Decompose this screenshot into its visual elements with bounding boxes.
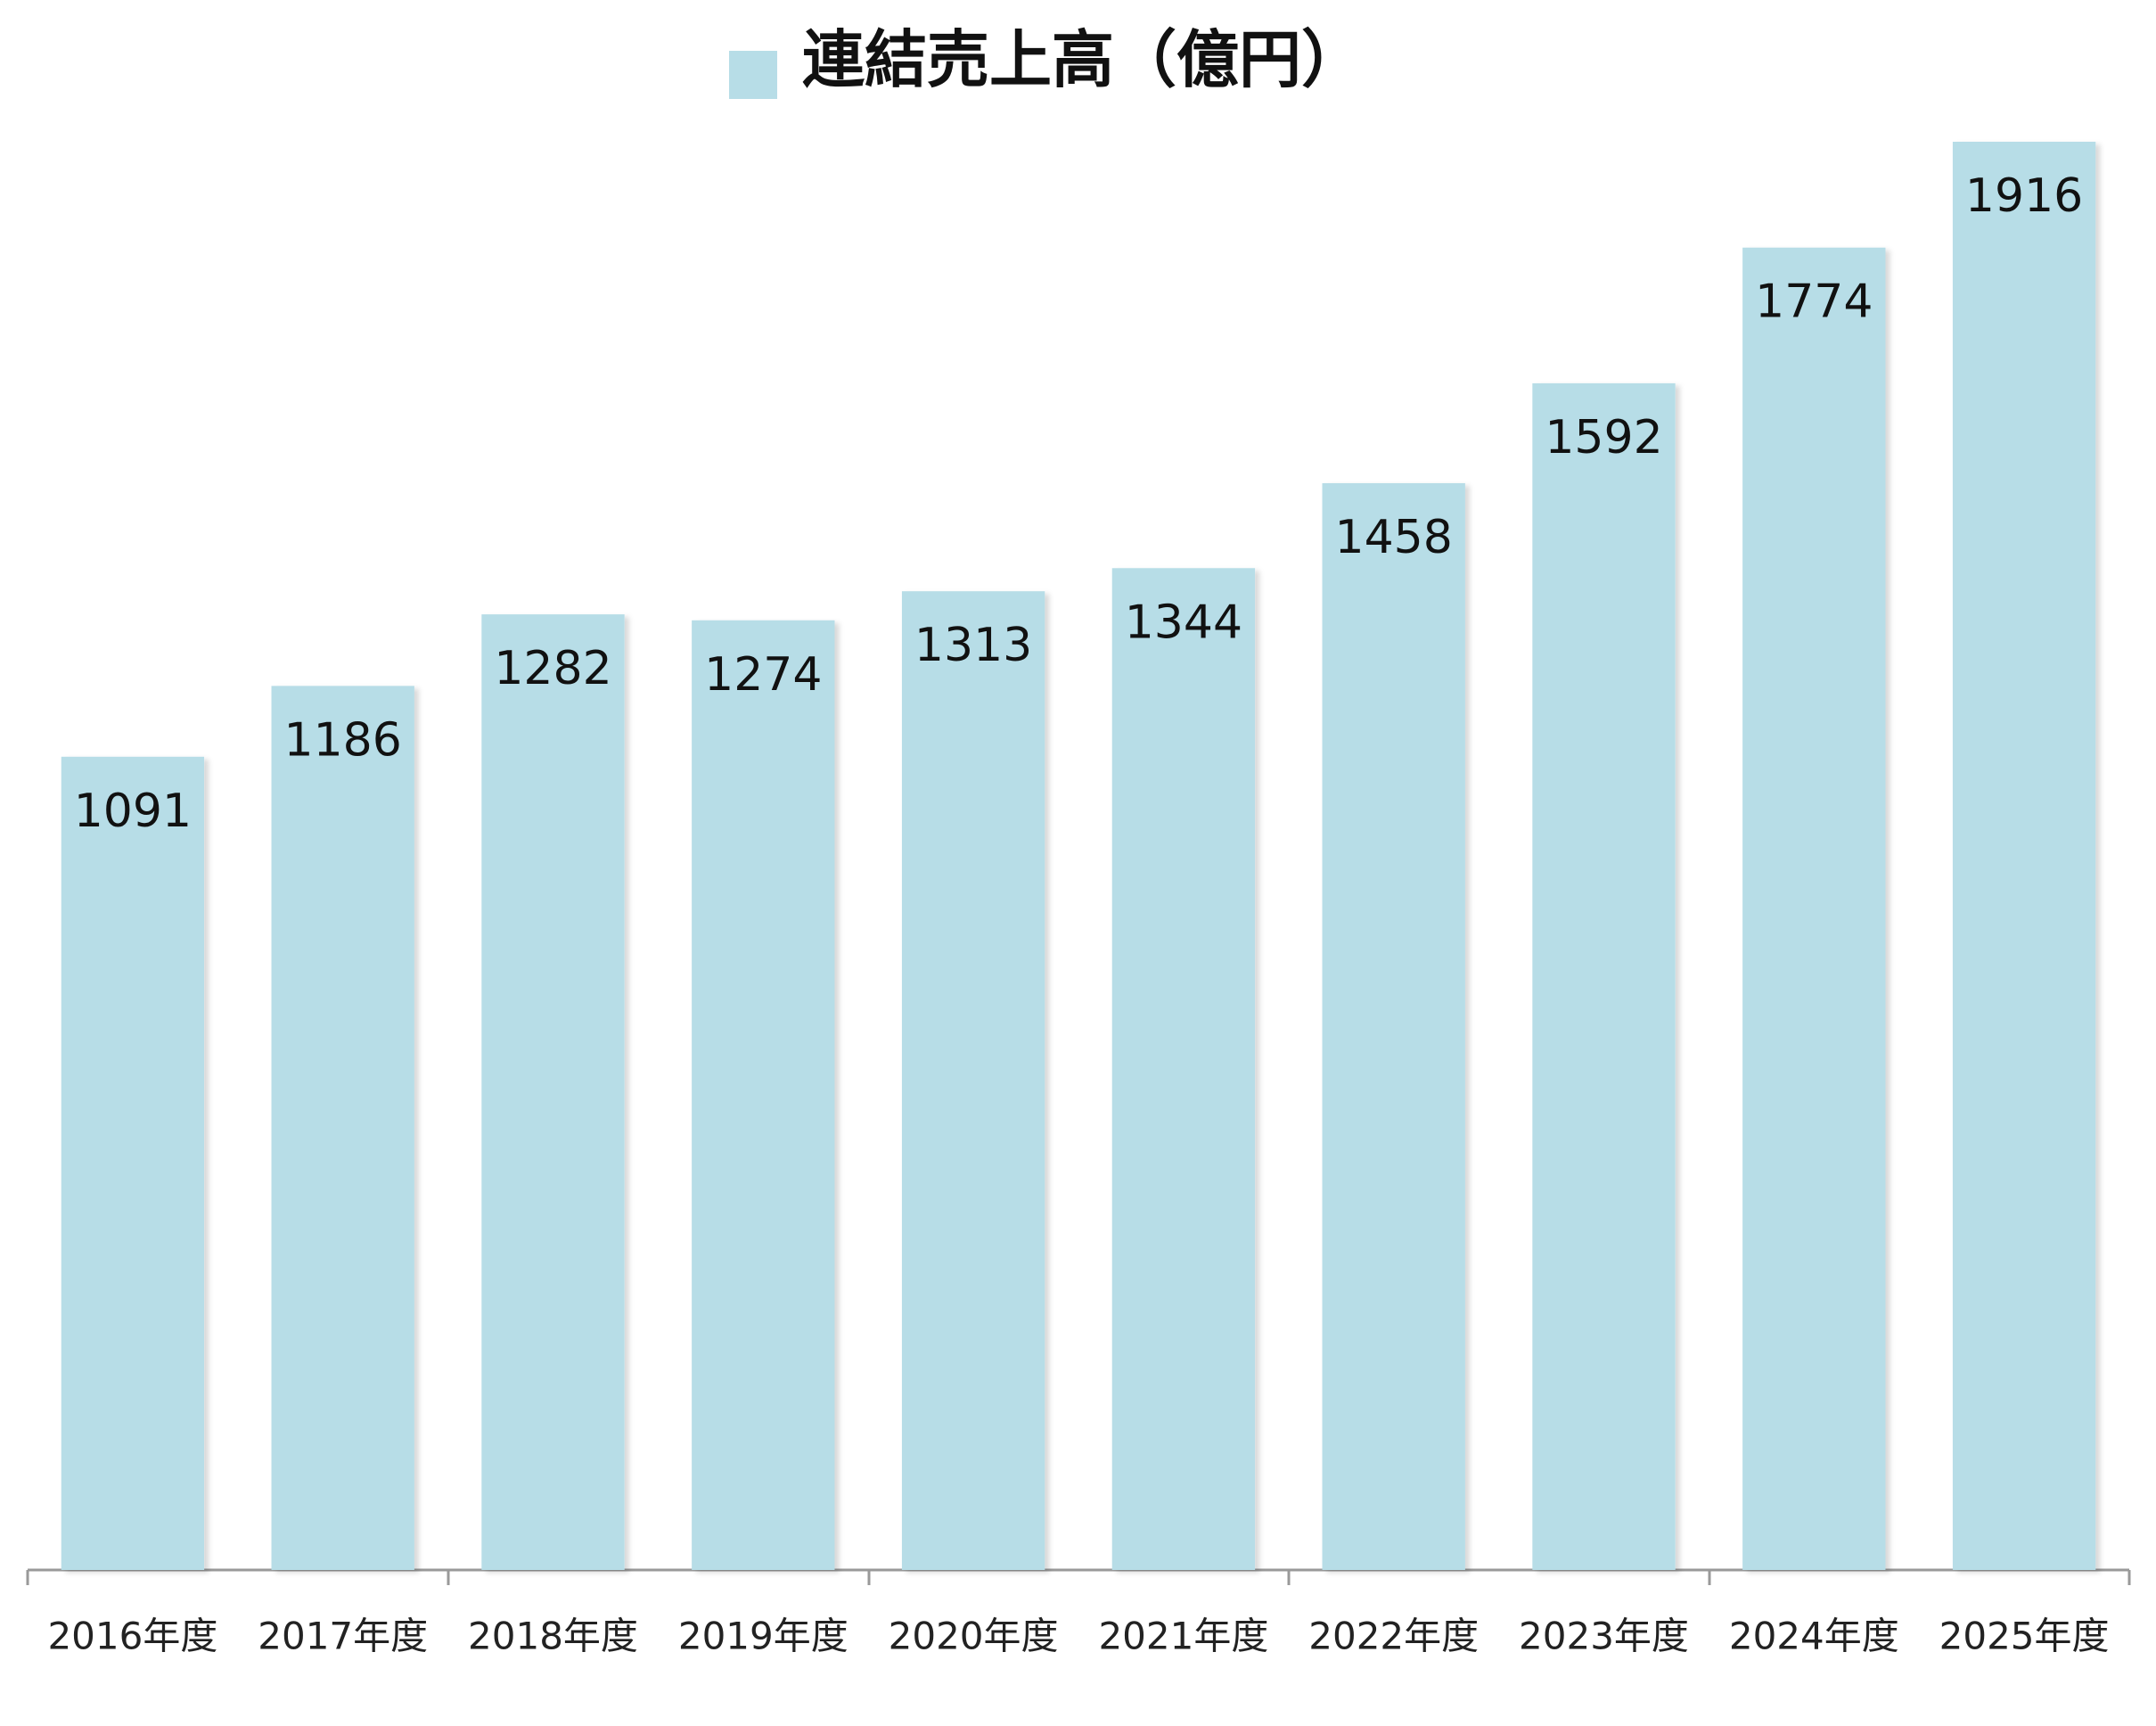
bar bbox=[901, 591, 1045, 1570]
data-label: 1916 bbox=[1965, 169, 2083, 223]
x-tick-label: 2016年度 bbox=[47, 1615, 217, 1658]
data-label: 1186 bbox=[284, 713, 402, 767]
bar bbox=[271, 686, 414, 1570]
axis-ticks bbox=[26, 1570, 2131, 1585]
bar bbox=[692, 620, 835, 1570]
bar bbox=[1322, 482, 1465, 1570]
data-label: 1592 bbox=[1545, 411, 1662, 464]
legend-swatch bbox=[729, 51, 777, 99]
data-label: 1282 bbox=[494, 642, 611, 695]
data-label: 1274 bbox=[704, 648, 822, 702]
x-tick-label: 2023年度 bbox=[1519, 1615, 1689, 1658]
bar bbox=[1952, 142, 2096, 1570]
data-label: 1313 bbox=[914, 619, 1032, 672]
bar bbox=[1111, 568, 1256, 1571]
x-tick-label: 2019年度 bbox=[678, 1615, 848, 1658]
data-label: 1458 bbox=[1335, 511, 1453, 564]
x-tick-label: 2017年度 bbox=[258, 1615, 428, 1658]
data-label: 1344 bbox=[1125, 596, 1242, 649]
bar bbox=[1742, 247, 1886, 1570]
x-tick-label: 2020年度 bbox=[889, 1615, 1059, 1658]
x-tick-label: 2022年度 bbox=[1308, 1615, 1479, 1658]
x-tick-label: 2021年度 bbox=[1098, 1615, 1268, 1658]
x-tick-label: 2024年度 bbox=[1729, 1615, 1899, 1658]
x-tick-label: 2018年度 bbox=[468, 1615, 638, 1658]
data-label: 1774 bbox=[1755, 275, 1873, 329]
x-tick-label: 2025年度 bbox=[1939, 1615, 2110, 1658]
bar bbox=[1532, 382, 1676, 1571]
legend-label: 連結売上高（億円） bbox=[802, 23, 1364, 96]
data-label: 1091 bbox=[74, 785, 192, 838]
bar bbox=[61, 756, 205, 1570]
bar bbox=[481, 614, 625, 1570]
